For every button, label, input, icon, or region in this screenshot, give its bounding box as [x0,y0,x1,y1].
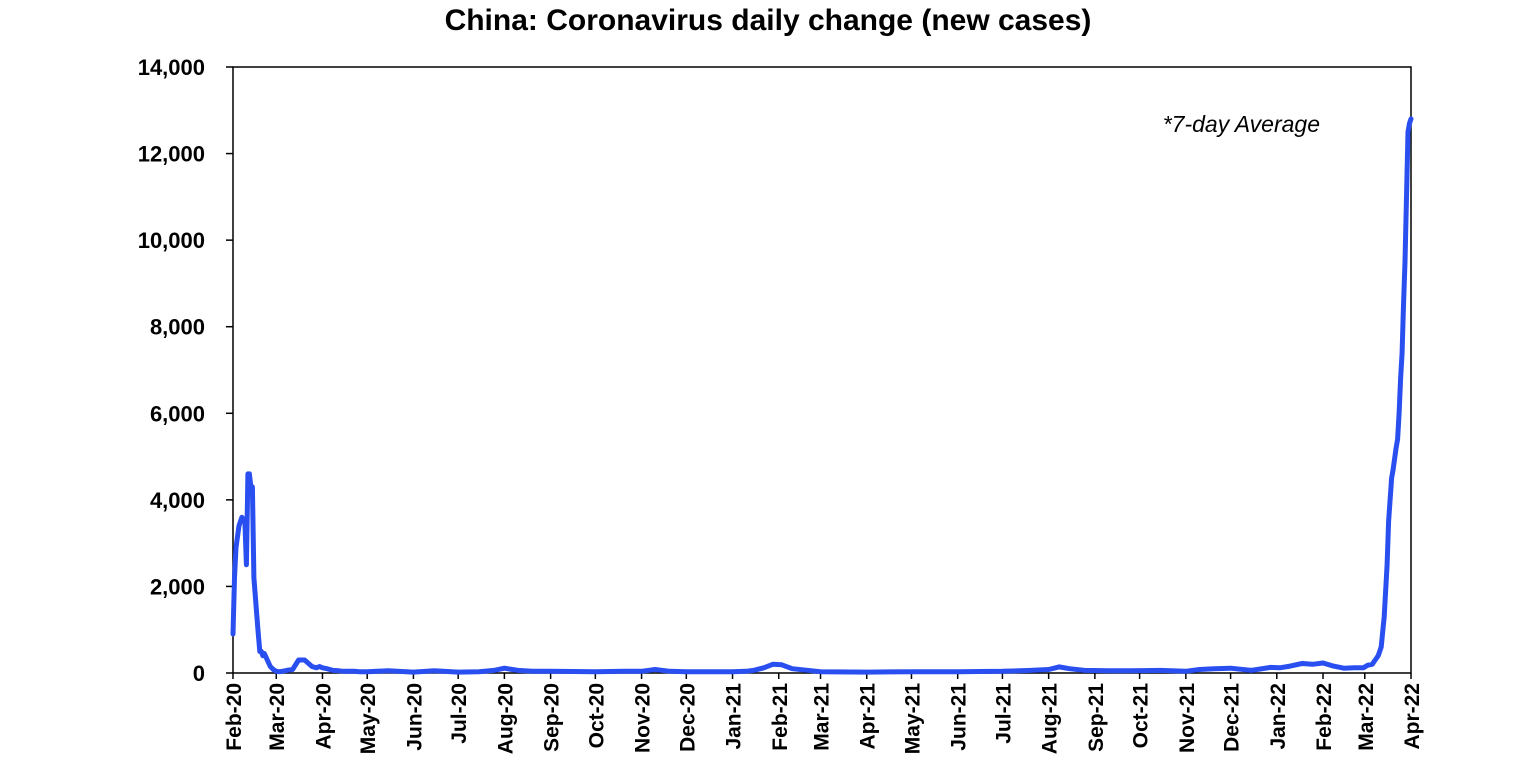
x-tick-label: Dec-21 [1221,683,1244,752]
y-tick-label: 4,000 [150,488,205,513]
x-tick-label: Nov-21 [1176,683,1199,753]
y-tick-label: 6,000 [150,401,205,426]
x-tick-label: Jan-21 [723,683,746,750]
x-tick-label: Apr-21 [857,683,880,750]
x-tick-label: Mar-20 [266,683,289,751]
y-tick-label: 10,000 [138,228,205,253]
x-tick-label: Aug-21 [1039,683,1062,754]
plot-area-frame [232,66,1412,674]
x-tick-label: Dec-20 [676,683,699,752]
x-tick-label: Apr-22 [1401,683,1424,750]
x-tick-label: Sep-20 [541,683,564,752]
x-tick-label: Mar-22 [1355,683,1378,751]
x-tick-label: May-21 [901,683,924,755]
y-tick-label: 2,000 [150,574,205,599]
x-tick-label: Aug-20 [494,683,517,754]
x-tick-label: Mar-21 [811,683,834,751]
chart-title: China: Coronavirus daily change (new cas… [444,4,1092,37]
x-tick-label: May-20 [357,683,380,754]
x-tick-label: Oct-20 [585,683,608,748]
x-tick-label: Jul-21 [992,683,1015,744]
x-axis: Feb-20 Mar-20 Apr-20 May-20 Jun-20 Jul-20 Aug-… [223,673,1424,754]
y-tick-label: 14,000 [138,55,205,80]
series-line-new-cases [230,116,1414,675]
x-tick-label: Feb-20 [223,683,246,751]
x-tick-label: Oct-21 [1130,683,1153,749]
x-tick-label: Jul-20 [448,683,471,744]
x-tick-label: Nov-20 [632,683,655,753]
y-tick-label: 8,000 [150,315,205,340]
x-tick-label: Feb-22 [1313,683,1336,751]
x-tick-label: Feb-21 [769,683,792,751]
x-tick-label: Sep-21 [1085,683,1108,752]
x-tick-label: Jan-22 [1267,683,1290,750]
annotation-7-day-average: *7-day Average [1163,111,1320,137]
x-tick-label: Apr-20 [312,683,335,750]
y-axis: 0 2,000 4,000 6,000 8,000 10,000 12,000 14,000 [138,55,233,686]
y-tick-label: 0 [193,661,205,686]
y-tick-label: 12,000 [138,142,205,167]
x-tick-label: Jun-21 [948,683,971,751]
x-tick-label: Jun-20 [403,683,426,751]
